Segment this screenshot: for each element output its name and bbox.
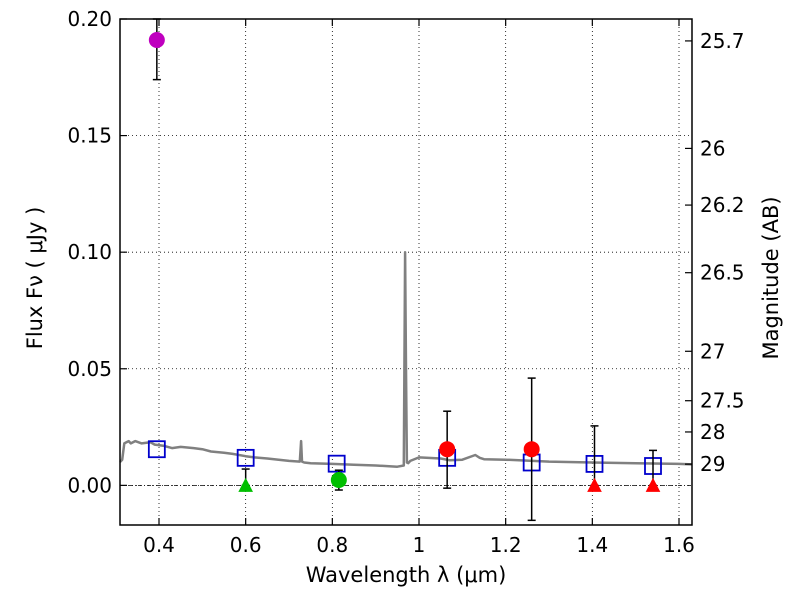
upper-limit-marker: [238, 477, 253, 492]
magnitude-tick-label: 27: [700, 339, 725, 363]
x-tick-label: 0.6: [230, 533, 262, 557]
y-tick-label: 0.20: [67, 7, 112, 31]
x-tick-label: 0.8: [316, 533, 348, 557]
x-tick-label: 1.6: [663, 533, 695, 557]
detection-point: [330, 471, 347, 488]
right-axis-label: Magnitude (AB): [759, 196, 783, 359]
magnitude-tick-label: 26: [700, 136, 725, 160]
y-tick-label: 0.15: [67, 124, 112, 148]
y-tick-label: 0.00: [67, 473, 112, 497]
magnitude-tick-label: 29: [700, 452, 725, 476]
x-tick-label: 1.4: [576, 533, 608, 557]
model-spectrum: [119, 250, 693, 468]
data-points: [147, 18, 662, 522]
x-tick-label: 1: [413, 533, 426, 557]
y-axis-label: Flux Fν ( μJy ): [23, 207, 47, 350]
detection-point: [148, 31, 165, 48]
model-photometry-square: [236, 448, 255, 467]
upper-limit-marker: [645, 477, 661, 492]
model-photometry-square: [147, 440, 166, 459]
x-tick-label: 0.4: [143, 533, 175, 557]
detection-point: [439, 441, 456, 458]
model-photometry-square: [327, 454, 346, 473]
y-tick-label: 0.10: [67, 240, 112, 264]
detection-point: [523, 441, 540, 458]
plot-frame: [119, 18, 693, 526]
axis-ticks: [120, 18, 692, 525]
magnitude-tick-label: 28: [700, 420, 725, 444]
magnitude-tick-label: 26.5: [700, 261, 745, 285]
tick-labels: 0.4 0.6 0.8 1 1.2 1.4 1.6 0.00 0.05 0.10 0.15 0.20 2…: [67, 7, 744, 557]
magnitude-tick-label: 27.5: [700, 389, 745, 413]
magnitude-tick-label: 26.2: [700, 193, 745, 217]
upper-limit-marker: [587, 477, 602, 492]
x-axis-label: Wavelength λ (μm): [306, 563, 507, 587]
magnitude-tick-label: 25.7: [700, 29, 745, 53]
x-tick-label: 1.2: [490, 533, 522, 557]
model-spectrum-line: [119, 250, 693, 468]
y-tick-label: 0.05: [67, 357, 112, 381]
